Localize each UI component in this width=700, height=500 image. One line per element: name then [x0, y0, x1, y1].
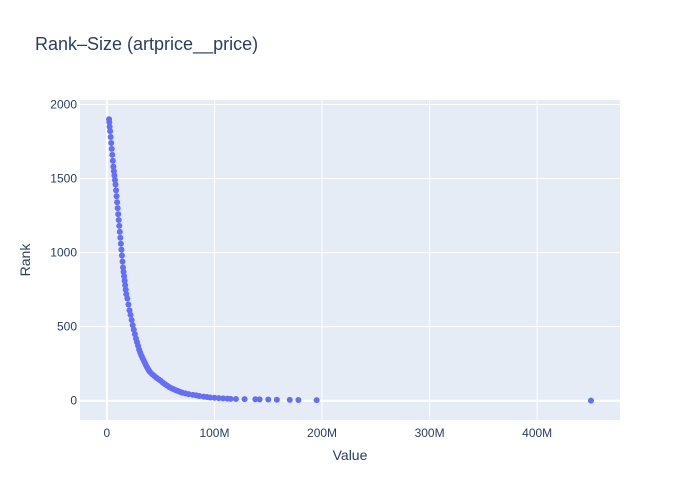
gridlines — [80, 100, 620, 420]
data-point — [207, 394, 214, 401]
data-point — [107, 134, 114, 141]
data-point — [241, 396, 248, 403]
y-tick-label: 2000 — [50, 97, 77, 111]
data-point — [110, 168, 117, 175]
data-point — [109, 151, 116, 158]
data-point — [119, 258, 126, 265]
data-point — [111, 172, 118, 179]
data-point — [215, 395, 222, 402]
plot-area — [80, 100, 620, 420]
x-tick-label: 200M — [307, 426, 337, 440]
data-point — [112, 181, 119, 188]
data-point — [122, 286, 129, 293]
data-point — [118, 246, 125, 253]
y-axis-title: Rank — [17, 243, 33, 277]
data-point — [114, 199, 121, 206]
data-point — [107, 128, 114, 135]
x-tick-label: 300M — [415, 426, 445, 440]
data-point — [128, 317, 135, 323]
data-point — [295, 397, 302, 403]
data-point — [232, 395, 239, 402]
data-point — [111, 177, 118, 183]
data-point — [120, 264, 127, 271]
data-point — [117, 234, 124, 241]
data-point — [108, 145, 115, 152]
data-point — [110, 163, 117, 170]
data-point — [106, 119, 113, 126]
data-point — [127, 311, 134, 318]
chart-title: Rank–Size (artprice__price) — [35, 34, 258, 55]
data-point — [265, 396, 272, 403]
data-point — [273, 396, 280, 403]
data-point — [108, 139, 115, 146]
data-point — [113, 187, 120, 194]
data-point — [116, 222, 123, 229]
data-point — [313, 397, 320, 404]
x-tick-label: 400M — [522, 426, 552, 440]
y-tick-label: 500 — [57, 320, 77, 334]
x-tick-label: 100M — [199, 426, 229, 440]
data-point — [120, 268, 127, 275]
data-point — [117, 240, 124, 247]
data-point — [227, 395, 234, 402]
x-axis-ticks: 0 100M 200M 300M 400M — [104, 426, 553, 440]
data-point — [121, 273, 128, 280]
data-point — [124, 295, 131, 302]
data-point — [256, 396, 263, 403]
data-point — [220, 395, 227, 402]
data-point — [125, 301, 132, 308]
x-axis-title: Value — [333, 447, 368, 463]
data-point — [106, 123, 113, 130]
data-point — [121, 277, 128, 284]
y-tick-label: 1500 — [50, 172, 77, 186]
data-point — [114, 205, 121, 212]
data-point — [115, 217, 122, 223]
y-tick-label: 1000 — [50, 246, 77, 260]
data-points — [106, 116, 594, 404]
y-axis-ticks: 0 500 1000 1500 2000 — [50, 97, 77, 407]
x-tick-label: 0 — [104, 426, 111, 440]
y-tick-label: 0 — [70, 394, 77, 408]
data-point — [116, 228, 123, 235]
data-point — [252, 396, 259, 403]
data-point — [122, 282, 129, 289]
data-point — [211, 394, 218, 401]
data-point — [109, 157, 116, 164]
data-point — [118, 252, 125, 259]
data-point — [115, 211, 122, 218]
data-point — [587, 397, 594, 404]
data-point — [113, 193, 120, 200]
data-point — [286, 396, 293, 403]
